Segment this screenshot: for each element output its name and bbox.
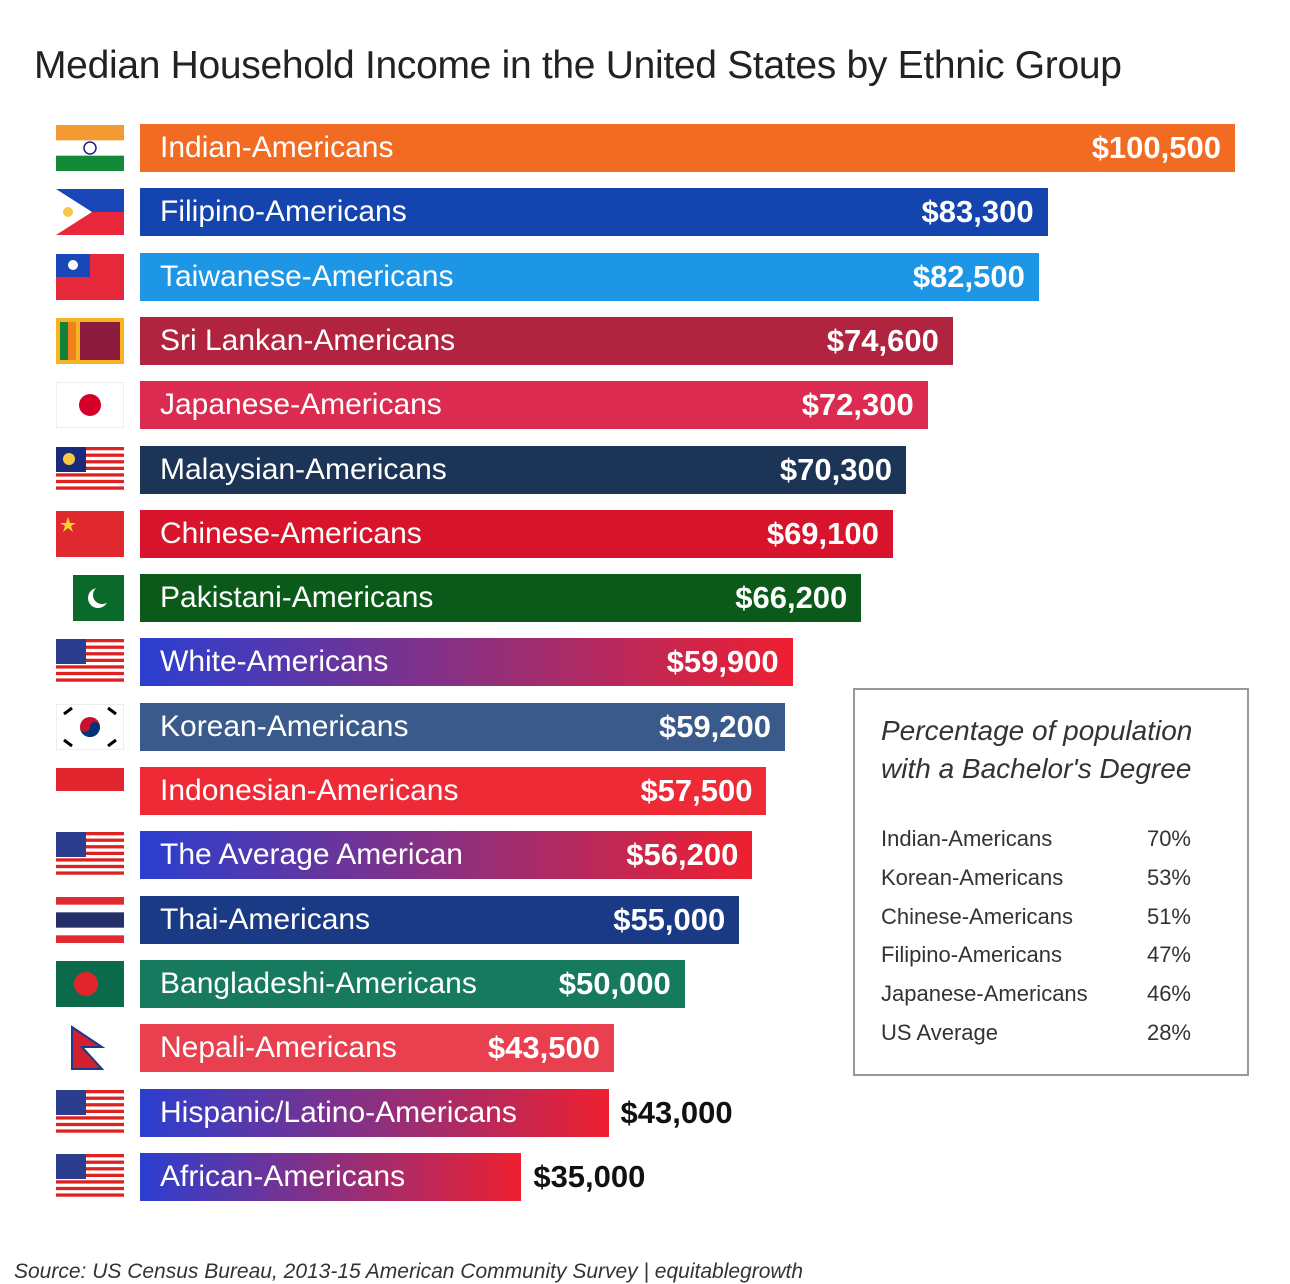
inset-row-value: 47% bbox=[1146, 942, 1191, 968]
usa-flag-icon bbox=[56, 832, 124, 879]
philippines-flag-icon bbox=[56, 189, 124, 236]
south-korea-flag-icon bbox=[55, 703, 125, 751]
bangladesh-flag-icon bbox=[56, 960, 124, 1007]
value-label: $55,000 bbox=[613, 901, 726, 937]
inset-row-value: 53% bbox=[1146, 864, 1191, 890]
category-label: Nepali-Americans bbox=[160, 1031, 397, 1065]
japan-flag-icon bbox=[55, 381, 125, 429]
indonesia-flag-icon bbox=[56, 768, 124, 815]
chart-title: Median Household Income in the United St… bbox=[34, 44, 1122, 87]
category-label: Chinese-Americans bbox=[160, 516, 422, 550]
bar bbox=[140, 252, 1039, 301]
source-note: Source: US Census Bureau, 2013-15 Americ… bbox=[14, 1260, 804, 1283]
usa-flag-icon bbox=[56, 1089, 124, 1136]
category-label: Pakistani-Americans bbox=[160, 581, 434, 615]
bar bbox=[140, 767, 767, 815]
usa-flag-icon bbox=[56, 639, 124, 686]
inset-row-label: Korean-Americans bbox=[881, 864, 1064, 890]
bar bbox=[140, 1152, 522, 1201]
value-label: $82,500 bbox=[912, 258, 1025, 294]
value-label: $74,600 bbox=[826, 322, 939, 358]
inset-row: Filipino-Americans 47% bbox=[881, 942, 1191, 968]
category-label: Japanese-Americans bbox=[160, 388, 442, 422]
category-label: Indian-Americans bbox=[160, 131, 394, 164]
bar bbox=[140, 316, 953, 365]
inset-row: Indian-Americans 70% bbox=[881, 826, 1191, 852]
bar bbox=[140, 959, 685, 1008]
category-label: Filipino-Americans bbox=[160, 195, 407, 229]
inset-row-label: Filipino-Americans bbox=[881, 942, 1062, 968]
value-label: $83,300 bbox=[921, 194, 1034, 230]
bar bbox=[140, 1024, 614, 1073]
usa-flag-icon bbox=[56, 1153, 124, 1200]
inset-row-label: US Average bbox=[881, 1020, 999, 1045]
bar bbox=[140, 895, 740, 944]
inset-row-value: 51% bbox=[1146, 903, 1191, 929]
category-label: Sri Lankan-Americans bbox=[160, 323, 456, 357]
inset-row-value: 28% bbox=[1146, 1020, 1191, 1045]
malaysia-flag-icon bbox=[56, 446, 124, 493]
inset-row-label: Indian-Americans bbox=[881, 826, 1053, 851]
inset-row-label: Japanese-Americans bbox=[881, 981, 1088, 1007]
category-label: Hispanic/Latino-Americans bbox=[160, 1095, 517, 1129]
value-label: $66,200 bbox=[735, 580, 848, 616]
inset-row-value: 46% bbox=[1146, 981, 1191, 1007]
bar bbox=[140, 831, 753, 880]
inset-row: US Average 28% bbox=[881, 1020, 1191, 1046]
bar bbox=[140, 381, 928, 430]
india-flag-icon bbox=[56, 125, 124, 172]
value-label: $59,900 bbox=[666, 644, 779, 680]
category-label: Taiwanese-Americans bbox=[160, 259, 454, 293]
bar bbox=[140, 509, 893, 558]
category-label: The Average American bbox=[160, 838, 463, 872]
category-label: Thai-Americans bbox=[160, 902, 371, 936]
thailand-flag-icon bbox=[56, 896, 124, 944]
taiwan-flag-icon bbox=[56, 253, 124, 300]
value-label: $56,200 bbox=[626, 837, 739, 873]
category-label: Malaysian-Americans bbox=[160, 452, 447, 486]
bachelor-degree-inset: Percentage of population with a Bachelor… bbox=[853, 688, 1249, 1076]
bar bbox=[140, 1088, 609, 1137]
bar bbox=[140, 638, 793, 687]
category-label: Bangladeshi-Americans bbox=[160, 966, 477, 1000]
inset-row: Japanese-Americans 46% bbox=[881, 981, 1191, 1007]
bar bbox=[140, 188, 1048, 237]
bar bbox=[140, 124, 1235, 172]
bar bbox=[140, 574, 862, 623]
value-label: $50,000 bbox=[558, 965, 671, 1001]
value-label: $100,500 bbox=[1091, 130, 1221, 165]
bar bbox=[140, 445, 906, 494]
value-label: $59,200 bbox=[658, 708, 772, 744]
inset-row-label: Chinese-Americans bbox=[881, 903, 1073, 929]
inset-row: Chinese-Americans 51% bbox=[881, 904, 1191, 930]
inset-row-value: 70% bbox=[1146, 826, 1191, 851]
value-label: $69,100 bbox=[766, 515, 879, 551]
category-label: African-Americans bbox=[160, 1159, 406, 1193]
value-label: $35,000 bbox=[533, 1158, 646, 1194]
value-label: $72,300 bbox=[801, 387, 914, 423]
value-label: $43,500 bbox=[487, 1030, 600, 1066]
value-label: $70,300 bbox=[779, 451, 892, 487]
value-label: $43,000 bbox=[620, 1094, 733, 1130]
category-label: Korean-Americans bbox=[160, 709, 409, 743]
sri-lanka-flag-icon bbox=[56, 317, 124, 364]
china-flag-icon bbox=[56, 510, 124, 557]
nepal-flag-icon bbox=[56, 1025, 124, 1071]
inset-title: Percentage of population with a Bachelor… bbox=[881, 715, 1193, 784]
bar bbox=[140, 702, 785, 751]
pakistan-flag-icon bbox=[56, 575, 124, 622]
category-label: White-Americans bbox=[160, 645, 389, 679]
value-label: $57,500 bbox=[640, 773, 753, 808]
category-label: Indonesian-Americans bbox=[160, 774, 459, 807]
inset-row: Korean-Americans 53% bbox=[881, 865, 1191, 891]
